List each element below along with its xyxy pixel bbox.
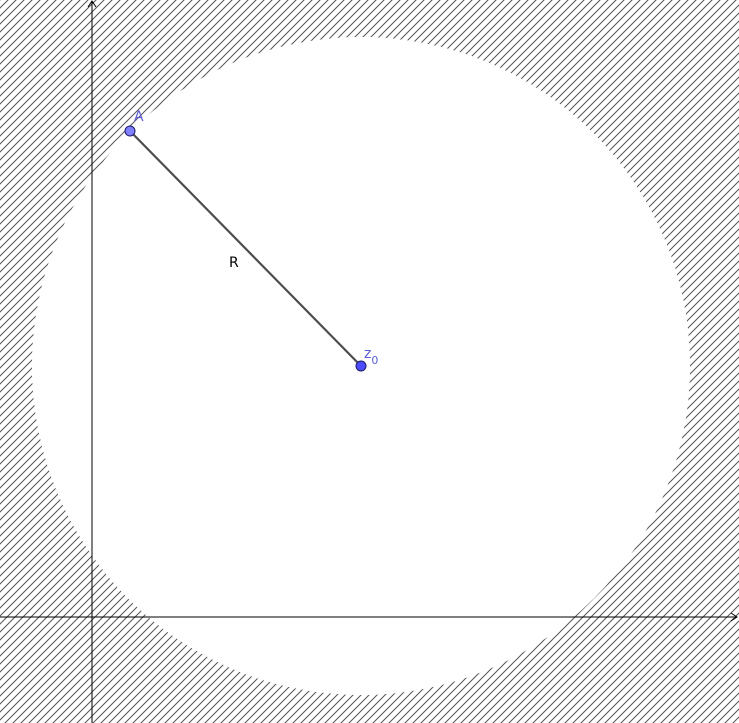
- y-axis-arrow-icon: [87, 0, 97, 8]
- center-point-z0[interactable]: [355, 360, 367, 372]
- radius-segment: [129, 130, 362, 367]
- point-a[interactable]: [124, 125, 136, 137]
- x-axis-arrow-icon: [730, 612, 738, 622]
- z0-label-main: z: [364, 346, 371, 362]
- radius-label: R: [229, 255, 239, 271]
- center-point-z0-label: z0: [364, 346, 378, 367]
- z0-label-subscript: 0: [371, 354, 378, 367]
- point-a-label: A: [134, 109, 144, 125]
